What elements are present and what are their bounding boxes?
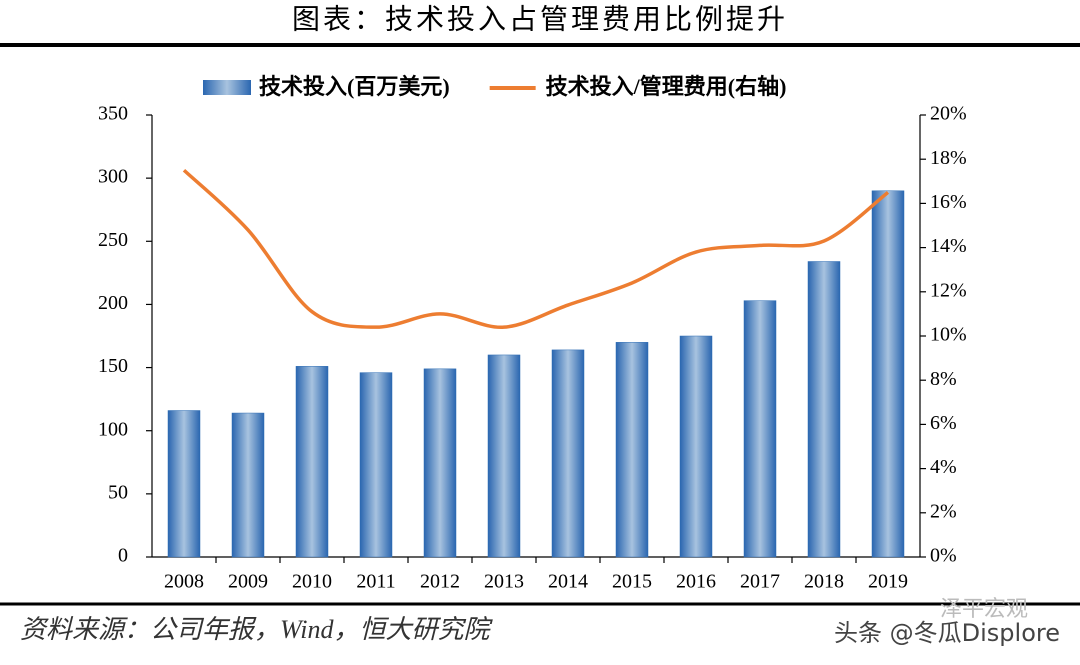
legend-label: 技术投入/管理费用(右轴) bbox=[546, 74, 787, 99]
bar bbox=[487, 354, 521, 558]
bar bbox=[167, 410, 201, 558]
bar bbox=[359, 372, 393, 558]
bar bbox=[231, 412, 265, 558]
x-tick-label: 2018 bbox=[804, 571, 844, 593]
chart-title: 图表：技术投入占管理费用比例提升 bbox=[292, 3, 788, 35]
legend-label: 技术投入(百万美元) bbox=[259, 74, 450, 99]
bar bbox=[679, 335, 713, 558]
x-tick-label: 2016 bbox=[676, 571, 716, 593]
watermark: 头条 @冬瓜Displore bbox=[834, 619, 1060, 647]
x-tick-label: 2008 bbox=[164, 571, 204, 593]
x-tick-label: 2014 bbox=[548, 571, 588, 593]
x-tick-label: 2009 bbox=[228, 571, 268, 593]
bar bbox=[871, 190, 905, 558]
x-tick-label: 2011 bbox=[356, 571, 395, 593]
bar bbox=[295, 366, 329, 558]
y-tick-label: 50 bbox=[108, 481, 128, 503]
source-note: 资料来源：公司年报，Wind，恒大研究院 bbox=[20, 615, 493, 644]
bar bbox=[423, 368, 457, 558]
bar bbox=[743, 300, 777, 558]
y-tick-label: 200 bbox=[98, 292, 128, 314]
x-tick-label: 2010 bbox=[292, 571, 332, 593]
y2-tick-label: 16% bbox=[930, 191, 967, 213]
y-tick-label: 250 bbox=[98, 229, 128, 251]
y2-tick-label: 20% bbox=[930, 103, 967, 125]
x-tick-label: 2015 bbox=[612, 571, 652, 593]
y2-tick-label: 12% bbox=[930, 279, 967, 301]
x-tick-label: 2012 bbox=[420, 571, 460, 593]
y-tick-label: 150 bbox=[98, 355, 128, 377]
y-tick-label: 300 bbox=[98, 166, 128, 188]
y-tick-label: 350 bbox=[98, 103, 128, 125]
y2-tick-label: 6% bbox=[930, 412, 957, 434]
y2-tick-label: 14% bbox=[930, 235, 967, 257]
x-tick-label: 2013 bbox=[484, 571, 524, 593]
y2-tick-label: 18% bbox=[930, 147, 967, 169]
bar bbox=[551, 349, 585, 558]
bar bbox=[615, 342, 649, 558]
y-tick-label: 100 bbox=[98, 418, 128, 440]
x-tick-label: 2017 bbox=[740, 571, 780, 593]
y2-tick-label: 10% bbox=[930, 324, 967, 346]
y-tick-label: 0 bbox=[118, 545, 128, 567]
y2-tick-label: 8% bbox=[930, 368, 957, 390]
bar bbox=[807, 261, 841, 558]
y2-tick-label: 2% bbox=[930, 500, 957, 522]
line bbox=[182, 168, 890, 329]
x-tick-label: 2019 bbox=[868, 571, 908, 593]
watermark: 泽平宏观 bbox=[940, 597, 1028, 622]
legend-swatch bbox=[203, 80, 251, 95]
y2-tick-label: 0% bbox=[930, 545, 957, 567]
y2-tick-label: 4% bbox=[930, 456, 957, 478]
